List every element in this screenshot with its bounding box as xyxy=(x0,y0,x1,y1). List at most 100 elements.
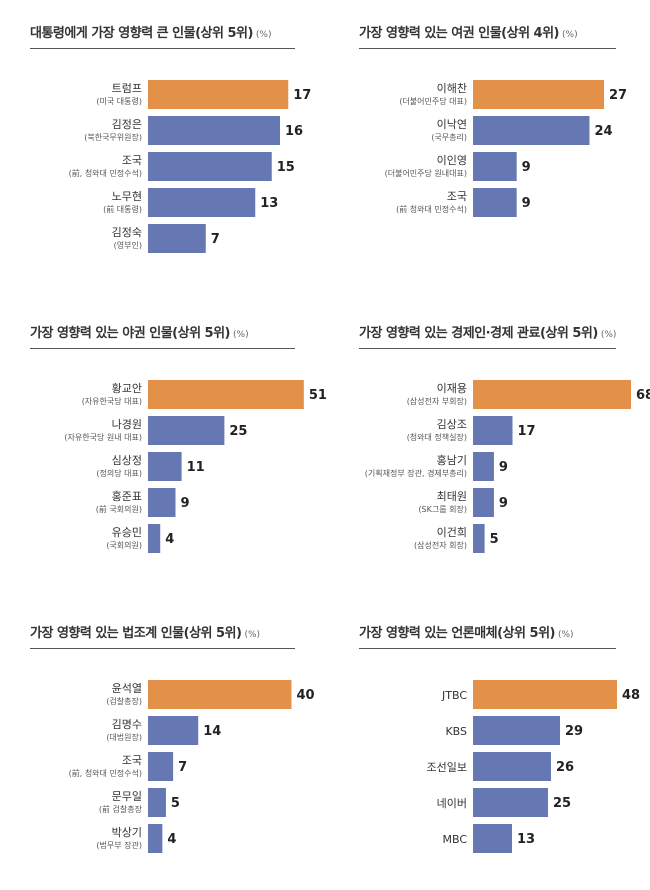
bar-label: 박상기 xyxy=(112,826,142,839)
chart-ruling-party: 이해찬(더불어민주당 대표) 27 이낙연 (국무총리) 24 이인영(더불어민주당 원내… xyxy=(385,80,627,217)
bar-label: 문무일 xyxy=(112,789,142,803)
bar xyxy=(148,416,225,445)
chart-economy: 이재용(삼성전자 부회장) 68 김상조(청와대 정책실장) 17 홍남기(기획재정부 … xyxy=(365,380,650,553)
bar xyxy=(473,80,605,109)
bar xyxy=(148,524,161,553)
bar-value-label: 29 xyxy=(565,724,583,739)
bar-sublabel: (영부인) xyxy=(114,240,142,250)
bar-sublabel: (前 검찰총장 xyxy=(99,804,143,814)
panel-unit: (%) xyxy=(562,30,578,40)
bar-label: 노무현 xyxy=(112,190,142,203)
bar-label: MBC xyxy=(442,833,467,846)
bar-label: 이인영 xyxy=(437,154,467,167)
bar-value-label: 16 xyxy=(285,124,303,139)
bar-value-label: 25 xyxy=(553,796,571,811)
bar-label: 조선일보 xyxy=(427,760,467,774)
bar-sublabel: (법무부 장관) xyxy=(96,840,142,850)
bar-sublabel: (자유한국당 원내 대표) xyxy=(64,432,142,442)
panel-title-row: 가장 영향력 있는 법조계 인물(상위 5위) (%) xyxy=(30,622,295,649)
bar-label: 이해찬 xyxy=(437,81,467,95)
panel-title: 가장 영향력 있는 언론매체(상위 5위) xyxy=(359,626,555,641)
bar-sublabel: (국무총리) xyxy=(431,133,467,142)
panel-unit: (%) xyxy=(233,330,249,340)
bar xyxy=(148,680,292,709)
bar-label: 네이버 xyxy=(437,797,467,810)
chart-opposition-party: 황교안(자유한국당 대표) 51 나경원(자유한국당 원내 대표) 25 심상정(정의당… xyxy=(64,380,327,553)
bar xyxy=(473,680,617,709)
bar-value-label: 5 xyxy=(490,532,499,547)
panel-media: 가장 영향력 있는 언론매체(상위 5위) (%) JTBC 48 KBS 29 조선일보… xyxy=(325,600,650,890)
bar xyxy=(473,380,632,409)
bar-sublabel: (검찰총장) xyxy=(106,696,142,706)
bar xyxy=(473,788,548,817)
panel-title: 가장 영향력 있는 경제인·경제 관료(상위 5위) xyxy=(359,326,598,341)
bar xyxy=(473,524,485,553)
bar xyxy=(148,452,182,481)
bar-label: 홍준표 xyxy=(112,489,142,503)
panel-title: 가장 영향력 있는 야권 인물(상위 5위) xyxy=(30,326,231,341)
bar-sublabel: (청와대 정책실장) xyxy=(407,432,467,442)
bar-sublabel: (SK그룹 회장) xyxy=(418,504,467,514)
panel-unit: (%) xyxy=(557,630,574,640)
bar-sublabel: (삼성전자 부회장) xyxy=(407,396,467,406)
bar xyxy=(473,452,494,481)
bar-value-label: 7 xyxy=(178,760,187,775)
panel-president-influence: 대통령에게 가장 영향력 큰 인물(상위 5위) (%) 트럼프 (미국 대통령) 1… xyxy=(0,0,325,290)
panel-title-row: 가장 영향력 있는 언론매체(상위 5위) (%) xyxy=(359,622,616,649)
bar xyxy=(148,824,163,853)
bar-value-label: 9 xyxy=(499,460,508,475)
bar-sublabel: (前, 청와대 민정수석) xyxy=(69,168,142,178)
bar-label: 조국 xyxy=(122,754,142,767)
panel-opposition-party: 가장 영향력 있는 야권 인물(상위 5위) (%) 황교안 (자유한국당 대표) 5… xyxy=(0,300,327,590)
bar-label: 트럼프 xyxy=(112,82,142,95)
bar-value-label: 4 xyxy=(167,832,176,847)
bar-value-label: 9 xyxy=(499,496,508,511)
bar-sublabel: (더불어민주당 원내대표) xyxy=(385,168,467,178)
bar xyxy=(148,116,280,145)
panel-title: 가장 영향력 있는 법조계 인물(상위 5위) xyxy=(30,626,242,641)
bar-label: KBS xyxy=(445,725,467,738)
bar-label: 심상정 xyxy=(112,454,142,467)
bar xyxy=(148,80,289,109)
bar-value-label: 15 xyxy=(277,160,295,175)
bar-value-label: 40 xyxy=(296,688,314,703)
bar-value-label: 48 xyxy=(622,688,640,703)
bar xyxy=(148,752,174,781)
bar-sublabel: (기획재정부 장관, 경제부총리) xyxy=(365,468,467,478)
bar-value-label: 51 xyxy=(309,388,327,403)
bar-value-label: 26 xyxy=(556,760,574,775)
panel-title-row: 대통령에게 가장 영향력 큰 인물(상위 5위) (%) xyxy=(30,22,295,49)
bar-value-label: 9 xyxy=(522,196,531,211)
bar xyxy=(473,752,551,781)
bar-value-label: 68 xyxy=(636,388,650,403)
bar-value-label: 5 xyxy=(171,796,180,811)
bar-sublabel: (前 국회의원) xyxy=(96,504,142,514)
panel-title: 가장 영향력 있는 여권 인물(상위 4위) xyxy=(359,26,560,41)
bar xyxy=(148,152,272,181)
chart-president-influence: 트럼프 (미국 대통령) 17 김정은(북한국무위원장) 16 조국(前, 청와대 민정수… xyxy=(69,80,311,253)
bar xyxy=(473,824,512,853)
bar-label: 김정은 xyxy=(112,118,142,131)
bar-label: 이재용 xyxy=(437,382,467,395)
panel-legal: 가장 영향력 있는 법조계 인물(상위 5위) (%) 윤석열 (검찰총장) 40 김명… xyxy=(0,600,325,890)
bar-value-label: 9 xyxy=(181,496,190,511)
bar-value-label: 4 xyxy=(165,532,174,547)
bar xyxy=(148,380,304,409)
bar-label: 김명수 xyxy=(112,718,142,731)
bar-label: 유승민 xyxy=(112,526,142,539)
bar-label: 최태원 xyxy=(437,490,467,503)
bar-label: 이낙연 xyxy=(437,118,467,131)
panel-ruling-party: 가장 영향력 있는 여권 인물(상위 4위) (%) 이해찬 (더불어민주당 대표)… xyxy=(325,0,650,290)
panel-economy: 가장 영향력 있는 경제인·경제 관료(상위 5위) (%) 이재용 (삼성전자 부… xyxy=(325,300,650,590)
bar-label: 김정숙 xyxy=(112,226,142,239)
bar-label: 이건희 xyxy=(437,526,467,539)
bar-label: 나경원 xyxy=(112,418,142,431)
panel-title: 대통령에게 가장 영향력 큰 인물(상위 5위) xyxy=(30,26,253,41)
bar-sublabel: (더불어민주당 대표) xyxy=(399,96,467,106)
bar xyxy=(473,416,513,445)
bar xyxy=(473,116,590,145)
bar-label: 홍남기 xyxy=(437,453,467,467)
bar-sublabel: (정의당 대표) xyxy=(96,468,142,478)
bar-sublabel: (삼성전자 회장) xyxy=(414,540,467,550)
bar-label: JTBC xyxy=(441,689,467,702)
